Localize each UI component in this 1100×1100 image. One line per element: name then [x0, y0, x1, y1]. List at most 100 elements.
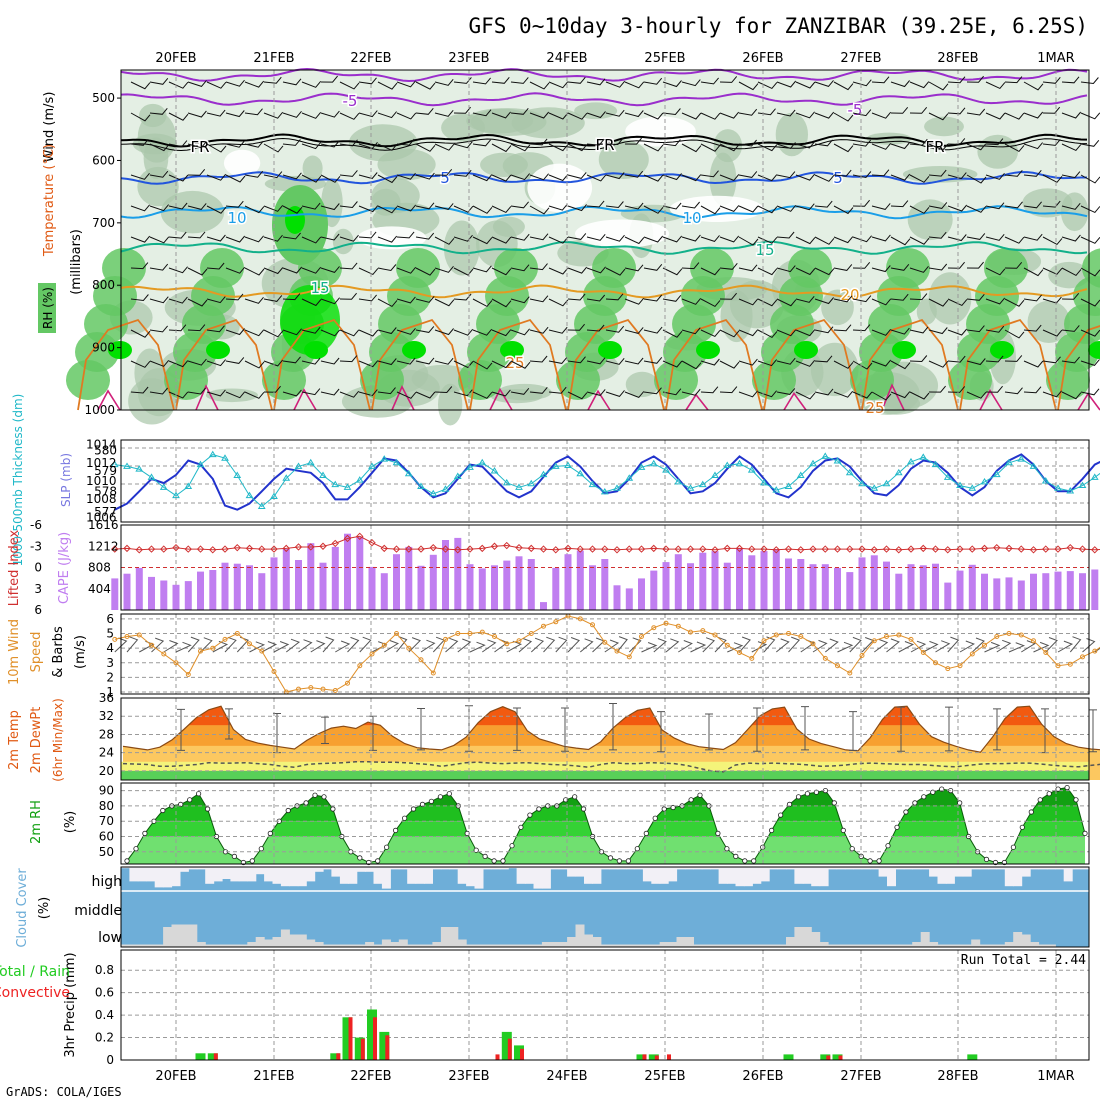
wind-barb	[273, 641, 290, 653]
wind-barb	[510, 143, 531, 152]
lifted-index-marker	[221, 545, 229, 553]
wind-barb	[624, 110, 644, 118]
wind-speed-marker	[675, 623, 681, 629]
rh-legend-label: RH (%)	[41, 287, 55, 329]
wind-barb	[890, 236, 911, 246]
run-total-label: Run Total = 2.44	[961, 953, 1086, 968]
isotherm-line	[665, 318, 763, 411]
wind-barb	[1080, 112, 1100, 120]
wind-barb	[168, 231, 187, 239]
wind-barb	[1080, 139, 1100, 147]
slp-marker	[1066, 487, 1075, 494]
temp-line	[122, 705, 1100, 753]
rh-marker	[849, 846, 855, 852]
wind-barb	[586, 294, 606, 302]
wind-barb	[871, 169, 890, 177]
high-cloud-cell	[205, 867, 215, 884]
lifted-index-marker	[601, 545, 609, 553]
lifted-index-marker	[870, 546, 878, 554]
high-cloud-cell	[339, 867, 349, 884]
wind-barb	[814, 297, 834, 305]
cape-bar	[307, 543, 315, 610]
wind-barb	[1004, 329, 1025, 339]
wind-barb	[871, 111, 892, 119]
wind-barb	[282, 389, 302, 397]
cape-bar	[699, 552, 707, 610]
rh-high-area	[886, 248, 930, 288]
precip-convective-bar	[385, 1035, 390, 1060]
wind-barb	[322, 636, 335, 653]
wind-barb	[665, 638, 680, 653]
wind-barb	[510, 296, 530, 304]
slp-marker	[380, 455, 389, 462]
wind-barb	[263, 111, 284, 119]
minmax-axis-label: (6hr Min/Max)	[51, 698, 65, 782]
wind-barb	[1061, 356, 1080, 364]
wind-speed-marker	[614, 648, 620, 654]
slp-marker	[184, 482, 193, 489]
wind-barb	[871, 328, 892, 336]
cape-bar	[993, 578, 1001, 610]
lifted-index-marker	[723, 544, 731, 553]
low-cloud-cell	[609, 944, 619, 947]
minmax-bar	[321, 716, 329, 745]
cape-bar	[295, 560, 302, 610]
cape-bar	[711, 551, 719, 610]
wind-barb	[719, 143, 740, 152]
high-cloud-cell	[903, 867, 913, 870]
lifted-index-marker	[1066, 543, 1074, 552]
rh-marker	[1037, 797, 1043, 803]
wind-barb	[1061, 292, 1080, 300]
slp-marker	[429, 489, 438, 497]
wind-barb	[339, 234, 359, 242]
wind-barb	[795, 236, 816, 245]
wind-barb	[377, 298, 398, 308]
slp-marker	[466, 463, 474, 470]
high-cloud-cell	[567, 867, 577, 877]
low-cloud-cell	[962, 944, 972, 947]
high-cloud-cell	[668, 867, 678, 882]
low-cloud-cell	[289, 934, 299, 947]
wind-barb	[624, 327, 644, 334]
wind-barb	[814, 388, 834, 396]
low-cloud-cell	[365, 942, 375, 947]
rh-saturated-area	[500, 341, 524, 359]
pressure-axis-label: (millibars)	[69, 229, 84, 295]
low-cloud-cell	[693, 944, 703, 947]
wind-barb	[434, 143, 455, 151]
high-cloud-cell	[297, 867, 307, 887]
slp-marker	[147, 473, 156, 480]
wind-barb	[472, 236, 493, 245]
minmax-bar	[849, 711, 857, 751]
precip-total-legend: Total / Rain	[0, 964, 70, 980]
rh-area	[348, 124, 418, 162]
rh-saturated-area	[285, 206, 305, 234]
wind-barb	[909, 174, 930, 183]
slp-thickness-panel: 580 579 578 577 1014 1012 1010 1008 1006	[86, 438, 1100, 524]
cape-tick-label: 1212	[88, 539, 119, 553]
wind-barb	[453, 234, 473, 242]
wind10m-axis-label: 10m Wind	[7, 619, 22, 685]
wind-barb	[1023, 267, 1044, 277]
lifted-index-marker	[490, 542, 499, 550]
wind-barb	[1094, 639, 1100, 653]
cape-bar	[601, 559, 609, 610]
lifted-index-marker	[637, 545, 646, 553]
high-cloud-cell	[541, 867, 551, 889]
low-cloud-cell	[567, 937, 577, 947]
minmax-bar	[609, 702, 617, 751]
precip-convective-bar	[336, 1053, 341, 1060]
slp-tick-label: 1008	[86, 492, 117, 506]
rh-marker	[1010, 844, 1017, 850]
wind-barb	[320, 266, 340, 273]
isotherm-line	[120, 240, 1088, 255]
cape-bar	[540, 602, 547, 610]
wind-barb	[775, 638, 790, 653]
cape-bar	[981, 573, 988, 610]
wind-barb	[225, 293, 244, 301]
wind-barb	[567, 143, 588, 152]
wind-barb	[130, 360, 151, 368]
slp-marker	[233, 471, 242, 479]
wind-barb	[1042, 356, 1061, 364]
lifted-index-marker	[919, 544, 927, 553]
